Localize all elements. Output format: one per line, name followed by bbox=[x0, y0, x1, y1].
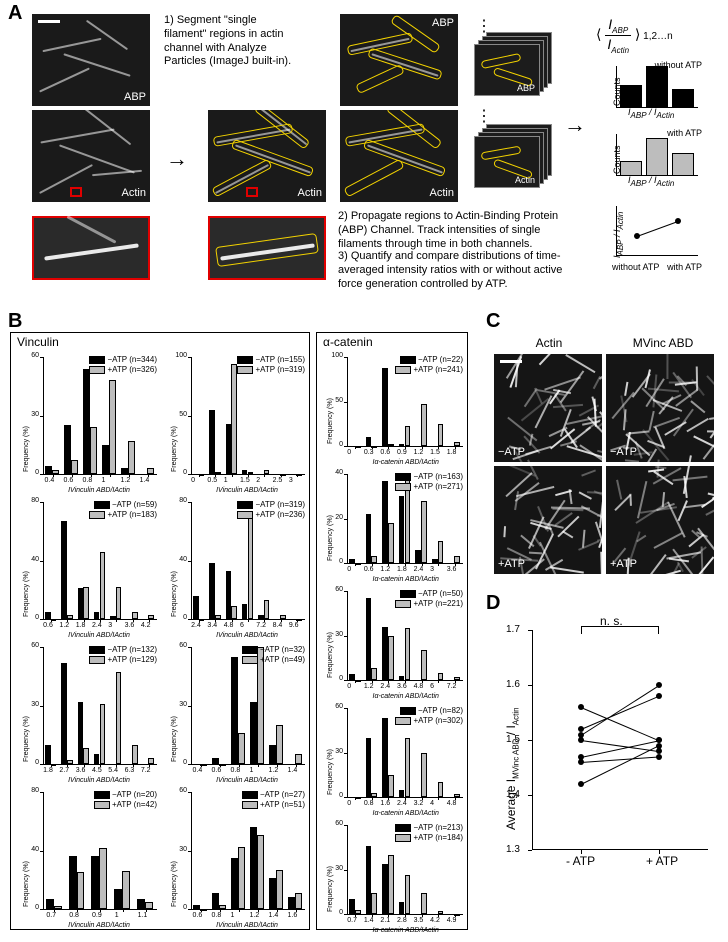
hist-with-atp: Counts IABP / IActin with ATP bbox=[602, 130, 702, 188]
histogram: 030600.40.60.811.21.4Frequency (%)IVincu… bbox=[163, 643, 309, 786]
zoom-actin-raw bbox=[32, 216, 150, 280]
abp-out-label: ABP bbox=[432, 17, 454, 29]
zoom-actin-outlined bbox=[208, 216, 326, 280]
c-label-plus-2: +ATP bbox=[610, 558, 637, 570]
acatenin-box: α-catenin 05010000.30.60.91.21.51.8Frequ… bbox=[316, 332, 468, 930]
histogram: 030600.71.42.12.83.54.24.9Frequency (%)I… bbox=[319, 821, 467, 936]
ratio-formula: ⟨ IABP IActin ⟩ 1,2…n bbox=[596, 16, 673, 55]
panel-a: ABP Actin 1) Segment "single filament" r… bbox=[8, 6, 720, 306]
ellipsis-icon-2: ⋮ bbox=[476, 106, 492, 126]
arrow-2: → bbox=[564, 112, 586, 138]
vinculin-box: Vinculin 030600.40.60.811.21.4Frequency … bbox=[10, 332, 310, 930]
d-ylabel: Average IMVinc ABD / IActin bbox=[504, 707, 520, 830]
histogram: 040800.61.21.82.433.64.2Frequency (%)IVi… bbox=[15, 498, 161, 641]
histogram: 040800.70.80.911.1Frequency (%)IVinculin… bbox=[15, 788, 161, 931]
hist2-xlabel: IABP / IActin bbox=[628, 175, 674, 188]
step1-text: 1) Segment "single filament" regions in … bbox=[164, 14, 294, 69]
panel-b-label: B bbox=[8, 310, 22, 333]
d-plot-area: 1.31.41.51.61.7 bbox=[532, 630, 708, 850]
line-plot: IABP / IActin without ATP with ATP bbox=[602, 202, 702, 272]
scale-bar bbox=[38, 20, 60, 23]
actin-out-label: Actin bbox=[430, 187, 454, 199]
step2-text: 2) Propagate regions to Actin-Binding Pr… bbox=[338, 210, 574, 251]
c-label-minus-1: −ATP bbox=[498, 446, 525, 458]
histogram: 0306001.22.43.64.867.2Frequency (%)Iα-ca… bbox=[319, 587, 467, 702]
step3-text: 3) Quantify and compare distributions of… bbox=[338, 250, 574, 291]
c-header-mvinc: MVinc ABD bbox=[608, 336, 718, 350]
actin-seg-label: Actin bbox=[298, 187, 322, 199]
d-xlabel-plus: + ATP bbox=[646, 854, 678, 868]
panel-d: 1.31.41.51.61.7 - ATP + ATP n. s. Averag… bbox=[490, 610, 716, 870]
micrograph-actin-segmented: Actin bbox=[208, 110, 326, 202]
histogram: 05010000.30.60.91.21.51.8Frequency (%)Iα… bbox=[319, 353, 467, 468]
arrow-1: → bbox=[166, 146, 188, 172]
c-header-actin: Actin bbox=[494, 336, 604, 350]
micrograph-actin-outlined2: Actin bbox=[340, 110, 458, 202]
micrograph-abp: ABP bbox=[32, 14, 150, 106]
histogram: 0306000.81.62.43.244.8Frequency (%)Iα-ca… bbox=[319, 704, 467, 819]
micrograph-abp-outlined: ABP bbox=[340, 14, 458, 106]
histogram: 0204000.61.21.82.433.6Frequency (%)Iα-ca… bbox=[319, 470, 467, 585]
histogram: 040802.43.44.867.28.49.6Frequency (%)IVi… bbox=[163, 498, 309, 641]
hist1-xlabel: IABP / IActin bbox=[628, 107, 674, 120]
c-label-minus-2: −ATP bbox=[610, 446, 637, 458]
d-sig: n. s. bbox=[600, 614, 623, 628]
micrograph-actin: Actin bbox=[32, 110, 150, 202]
zoom-box-actin bbox=[70, 187, 82, 197]
actin-label: Actin bbox=[122, 187, 146, 199]
line-ylabel: IABP / IActin bbox=[612, 212, 625, 258]
histogram: 030601.82.73.64.55.46.37.2Frequency (%)I… bbox=[15, 643, 161, 786]
histogram: 05010000.511.522.53Frequency (%)IVinculi… bbox=[163, 353, 309, 496]
d-xlabel-minus: - ATP bbox=[566, 854, 595, 868]
histogram: 030600.40.60.811.21.4Frequency (%)IVincu… bbox=[15, 353, 161, 496]
histogram: 030600.60.811.21.41.6Frequency (%)IVincu… bbox=[163, 788, 309, 931]
panel-c-label: C bbox=[486, 310, 500, 333]
abp-label: ABP bbox=[124, 91, 146, 103]
hist-without-atp: Counts IABP / IActin without ATP bbox=[602, 62, 702, 120]
c-label-plus-1: +ATP bbox=[498, 558, 525, 570]
